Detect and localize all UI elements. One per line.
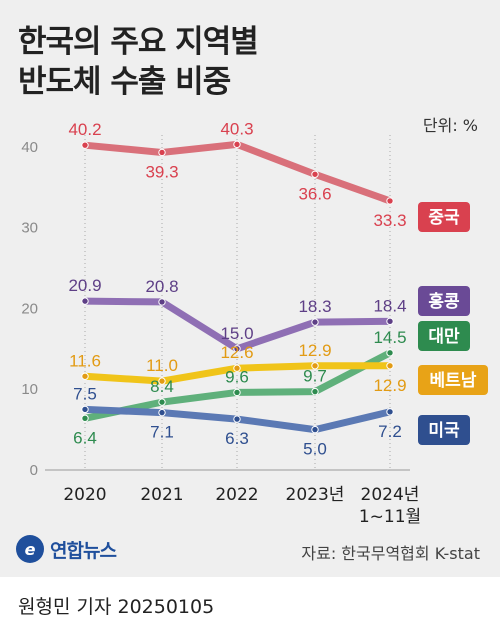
- infographic-card: 한국의 주요 지역별 반도체 수출 비중 단위: % 0 10 20 30 40 2020…: [0, 0, 500, 577]
- legend-label: 미국: [428, 421, 460, 441]
- unit-label: 단위: %: [422, 116, 478, 135]
- data-point: [233, 345, 241, 353]
- data-label: 12.6: [220, 343, 253, 362]
- data-label: 39.3: [145, 162, 178, 181]
- data-point: [233, 415, 241, 423]
- data-label: 7.1: [150, 423, 174, 442]
- legend-badge: [418, 415, 470, 445]
- data-label: 9.7: [303, 367, 327, 386]
- logo-icon: e: [16, 535, 44, 563]
- x-tick-label: 2023년: [286, 485, 345, 505]
- data-label: 6.3: [225, 429, 249, 448]
- data-label: 14.5: [373, 328, 406, 347]
- legend-label: 홍콩: [428, 291, 460, 312]
- data-label: 6.4: [73, 428, 97, 447]
- data-point: [158, 377, 166, 385]
- data-label: 12.9: [298, 341, 331, 360]
- legend-badge: [418, 202, 470, 232]
- source-note: 자료: 한국무역협회 K-stat: [301, 544, 480, 563]
- legend-label: 중국: [428, 208, 460, 228]
- data-point: [81, 414, 89, 422]
- legend-badge: [418, 286, 470, 316]
- data-label: 8.4: [150, 377, 174, 396]
- x-tick-label: 2022: [215, 485, 258, 505]
- data-label: 7.5: [73, 384, 97, 403]
- legend-badge: [418, 365, 488, 395]
- legend-badge: [418, 321, 470, 351]
- data-label: 9.6: [225, 367, 249, 386]
- data-label: 18.4: [373, 296, 406, 315]
- data-point: [386, 362, 394, 370]
- data-point: [311, 170, 319, 178]
- series-line: [81, 140, 394, 205]
- data-point: [311, 318, 319, 326]
- y-tick-label: 20: [21, 300, 38, 317]
- data-label: 20.8: [145, 277, 178, 296]
- x-tick-label: 2021: [140, 485, 183, 505]
- data-point: [386, 408, 394, 416]
- data-point: [233, 364, 241, 372]
- y-tick-label: 30: [21, 220, 38, 237]
- data-point: [233, 388, 241, 397]
- data-label: 40.2: [68, 120, 101, 139]
- data-point: [233, 140, 241, 149]
- data-label: 40.3: [220, 119, 253, 138]
- yonhap-logo: e 연합뉴스: [16, 535, 117, 563]
- data-label: 20.9: [68, 276, 101, 295]
- data-point: [158, 298, 166, 306]
- x-tick-label: 2020: [63, 485, 106, 505]
- data-point: [158, 408, 166, 417]
- byline: 원형민 기자 20250105: [18, 596, 215, 618]
- data-point: [158, 148, 166, 157]
- data-label: 7.2: [378, 422, 402, 441]
- data-label: 11.0: [146, 356, 178, 375]
- y-tick-label: 0: [30, 462, 38, 479]
- data-point: [81, 297, 89, 305]
- y-tick-label: 40: [21, 139, 38, 156]
- data-point: [386, 317, 394, 326]
- data-point: [81, 141, 89, 149]
- data-point: [386, 197, 394, 205]
- data-label: 11.6: [69, 351, 101, 370]
- data-point: [81, 405, 89, 414]
- data-point: [311, 362, 319, 370]
- chart-title: 한국의 주요 지역별 반도체 수출 비중: [18, 22, 259, 102]
- data-label: 18.3: [298, 297, 331, 316]
- legend-label: 대만: [428, 327, 460, 347]
- data-point: [158, 398, 166, 406]
- data-label: 15.0: [220, 324, 253, 343]
- data-point: [311, 387, 319, 396]
- title-line-2: 반도체 수출 비중: [18, 64, 231, 100]
- data-label: 12.9: [373, 376, 406, 395]
- data-label: 33.3: [373, 211, 406, 230]
- legend-label: 베트남: [430, 371, 477, 391]
- data-point: [386, 349, 394, 357]
- x-tick-label: 2024년: [361, 485, 420, 505]
- y-tick-label: 10: [21, 381, 38, 398]
- logo-text: 연합뉴스: [50, 539, 117, 562]
- data-point: [81, 372, 89, 380]
- data-label: 5.0: [303, 440, 327, 459]
- title-line-1: 한국의 주요 지역별: [18, 24, 259, 60]
- data-point: [311, 425, 319, 434]
- data-label: 36.6: [298, 184, 331, 203]
- x-tick-label: 1~11월: [359, 507, 421, 527]
